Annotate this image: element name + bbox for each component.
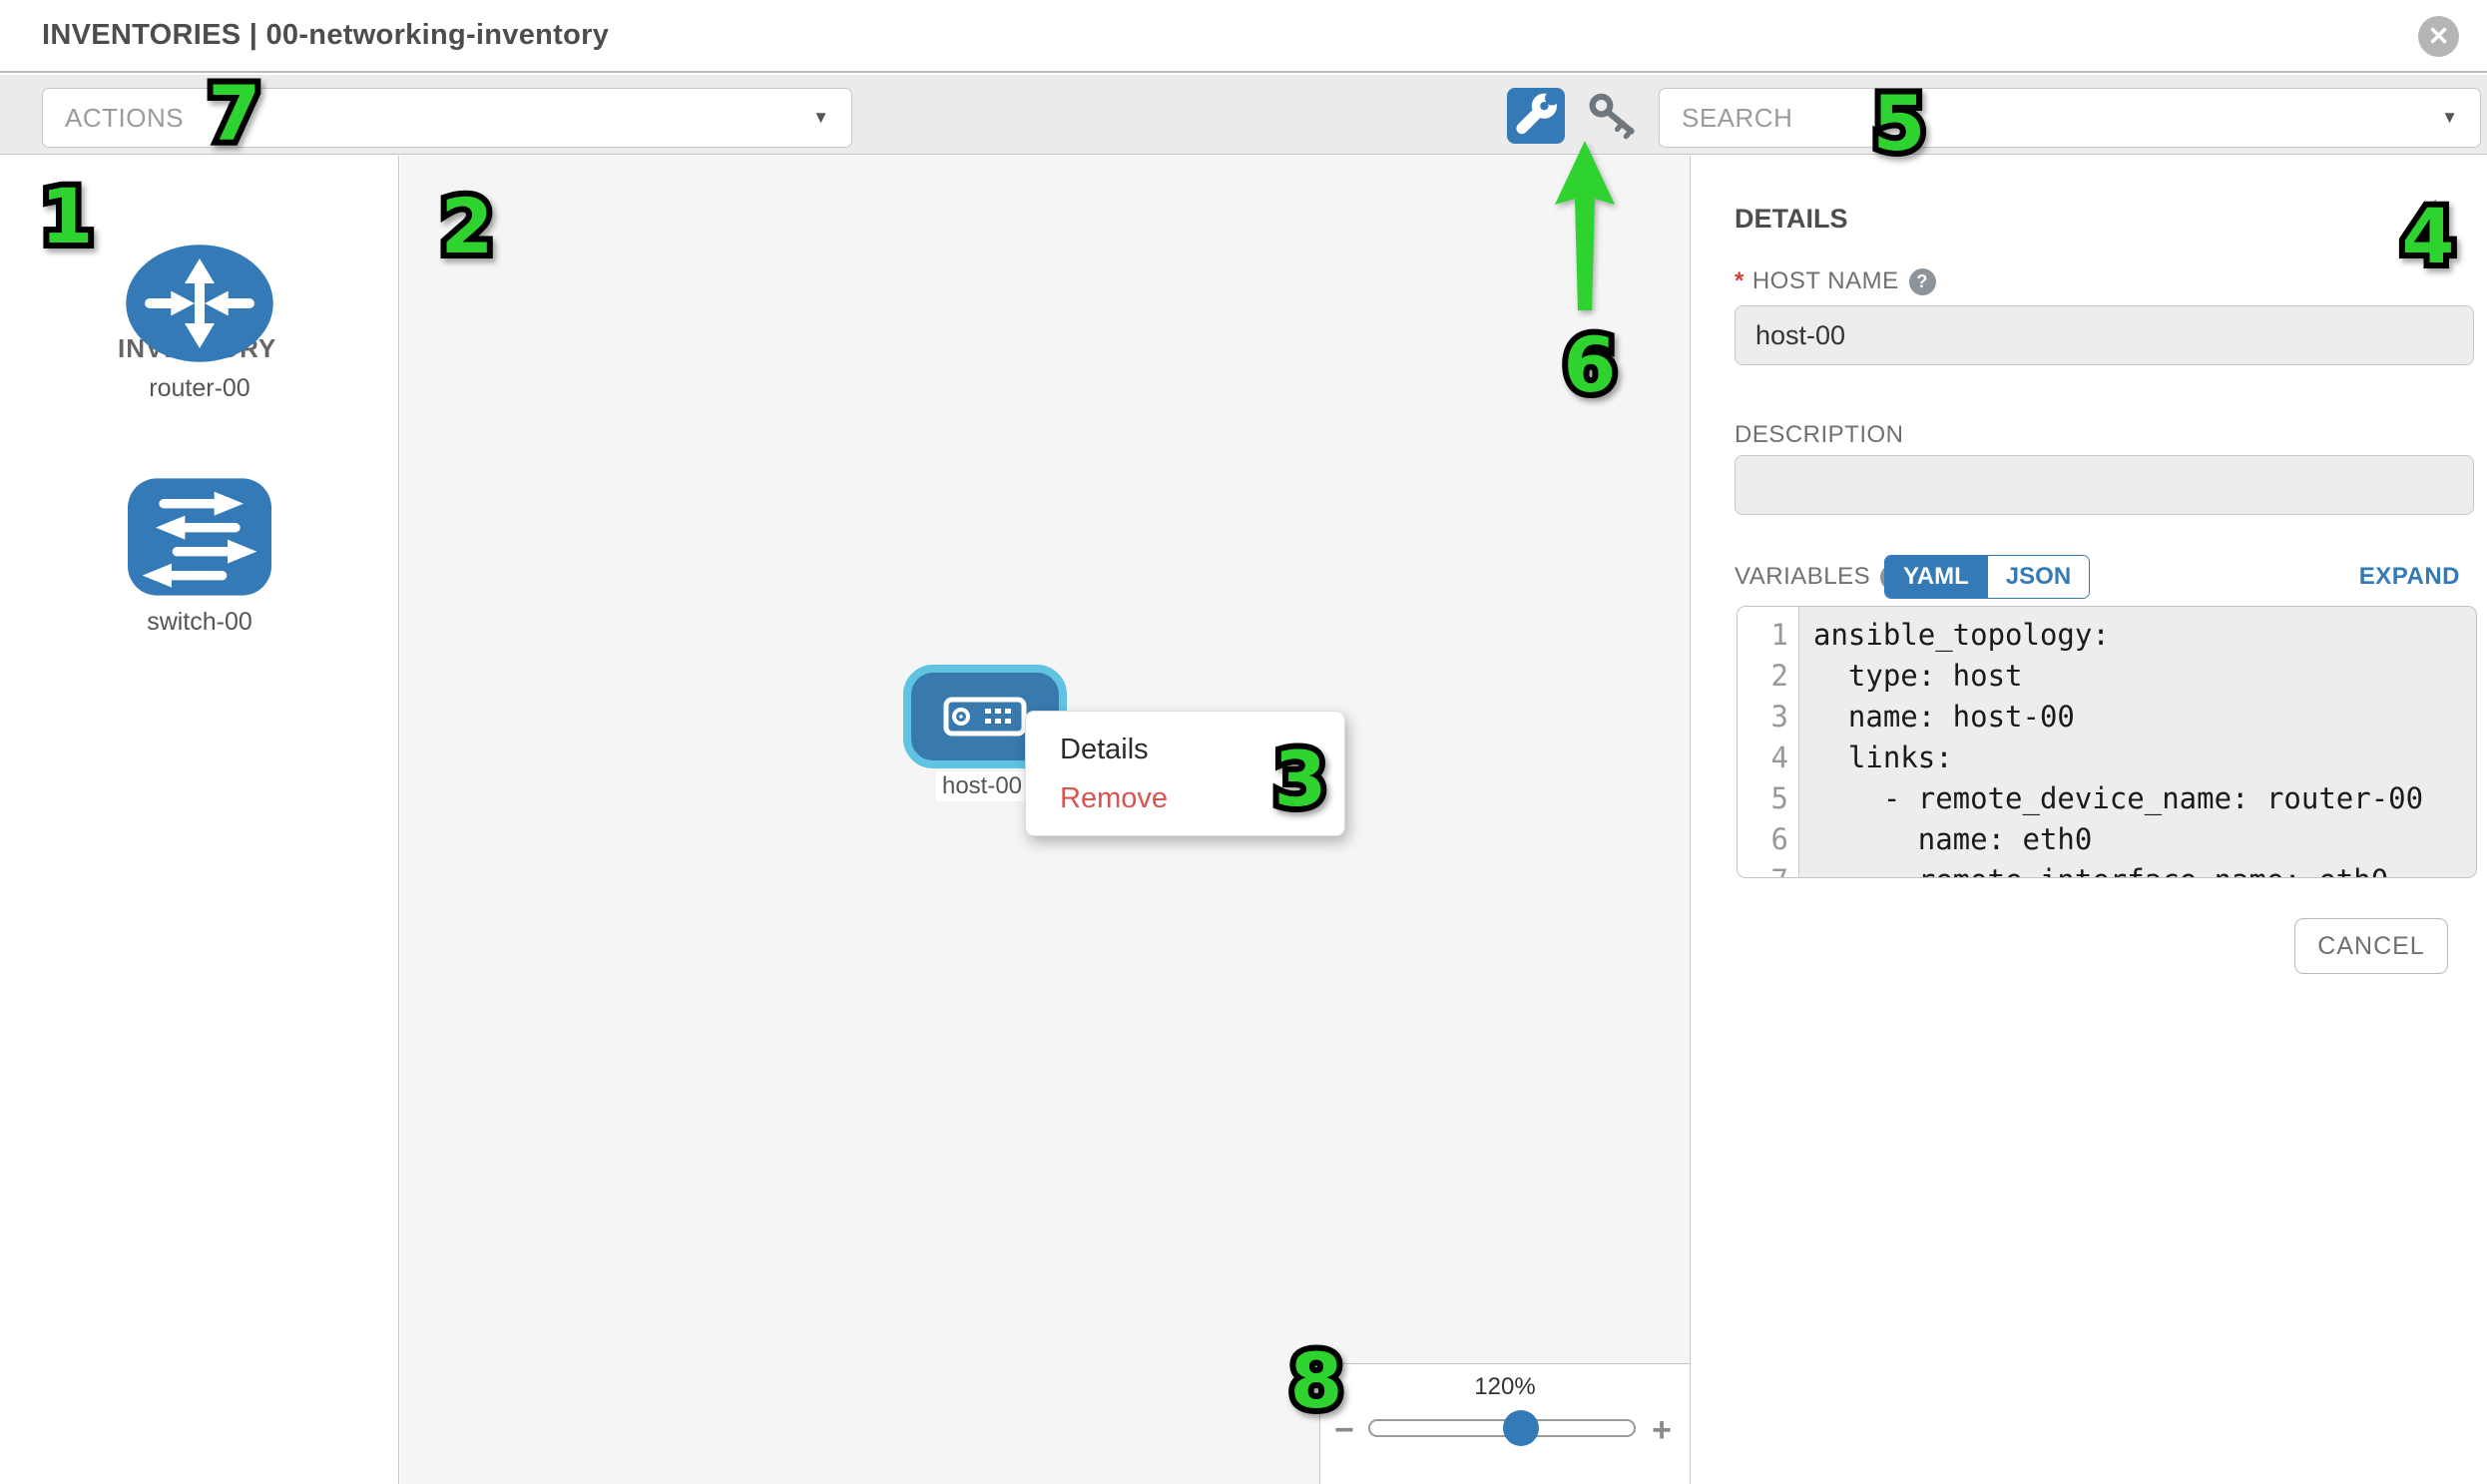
context-menu-item-remove[interactable]: Remove [1060,782,1168,814]
key-icon [1589,93,1635,140]
close-icon[interactable]: ✕ [2418,16,2459,57]
chevron-down-icon: ▼ [2441,108,2458,127]
zoom-in-button[interactable]: + [1652,1411,1672,1449]
chevron-down-icon: ▼ [812,108,829,127]
editor-code-area[interactable]: ansible_topology: type: host name: host-… [1799,607,2476,877]
server-icon [943,697,1027,737]
editor-code: ansible_topology: type: host name: host-… [1813,618,2424,877]
search-select-label: SEARCH [1682,103,1793,133]
tools-button[interactable] [1507,88,1565,144]
zoom-control: 120% − + [1319,1363,1690,1484]
context-menu: Details Remove [1025,711,1345,836]
editor-line-numbers: 1 2 3 4 5 6 7 [1770,618,1788,877]
context-menu-item-details[interactable]: Details [1060,734,1149,765]
cancel-button[interactable]: CANCEL [2294,918,2448,974]
topology-canvas[interactable]: host-00 Details Remove 120% − + [400,156,1690,1484]
host-name-label: * HOST NAME? [1735,267,1936,296]
variables-editor[interactable]: 1 2 3 4 5 6 7 ansible_topology: type: ho… [1737,606,2477,878]
palette-item-switch[interactable]: switch-00 [118,477,281,637]
search-select[interactable]: SEARCH ▼ [1659,88,2481,148]
host-node-label: host-00 [936,771,1028,801]
key-button[interactable] [1588,92,1646,140]
toolbar: ACTIONS ▼ SEARCH ▼ [0,75,2487,155]
details-panel: DETAILS *HOST NAME? DESCRIPTION VARIABLE… [1690,156,2487,1484]
variables-row: VARIABLES? YAML JSON EXPAND [1735,555,2474,601]
actions-select[interactable]: ACTIONS ▼ [42,88,852,148]
zoom-level: 120% [1474,1373,1536,1400]
palette-item-router[interactable]: router-00 [118,244,281,403]
switch-icon [128,478,271,596]
description-label: DESCRIPTION [1735,421,1904,448]
inventory-sidebar: INVENTORY router-00 [0,156,399,1484]
zoom-out-button[interactable]: − [1334,1411,1354,1449]
palette-item-label: router-00 [149,374,250,402]
help-icon[interactable]: ? [1908,268,1936,296]
actions-select-label: ACTIONS [65,103,185,133]
variables-label: VARIABLES? [1735,563,1908,592]
expand-link[interactable]: EXPAND [2358,563,2460,590]
palette-item-label: switch-00 [147,608,252,636]
breadcrumb: INVENTORIES | 00-networking-inventory [42,19,610,51]
format-toggle: YAML JSON [1884,555,2091,599]
editor-gutter: 1 2 3 4 5 6 7 [1738,607,1799,877]
panel-title: DETAILS [1735,204,1848,234]
tab-json[interactable]: JSON [1986,556,2090,598]
description-input[interactable] [1735,455,2474,515]
host-name-input[interactable] [1735,305,2474,365]
required-asterisk: * [1735,267,1744,294]
zoom-slider-thumb[interactable] [1503,1410,1539,1446]
page-header: INVENTORIES | 00-networking-inventory ✕ [0,0,2487,73]
tab-yaml[interactable]: YAML [1885,556,1987,598]
router-icon [126,245,273,362]
wrench-icon [1516,91,1560,135]
zoom-slider-track[interactable] [1368,1419,1636,1437]
